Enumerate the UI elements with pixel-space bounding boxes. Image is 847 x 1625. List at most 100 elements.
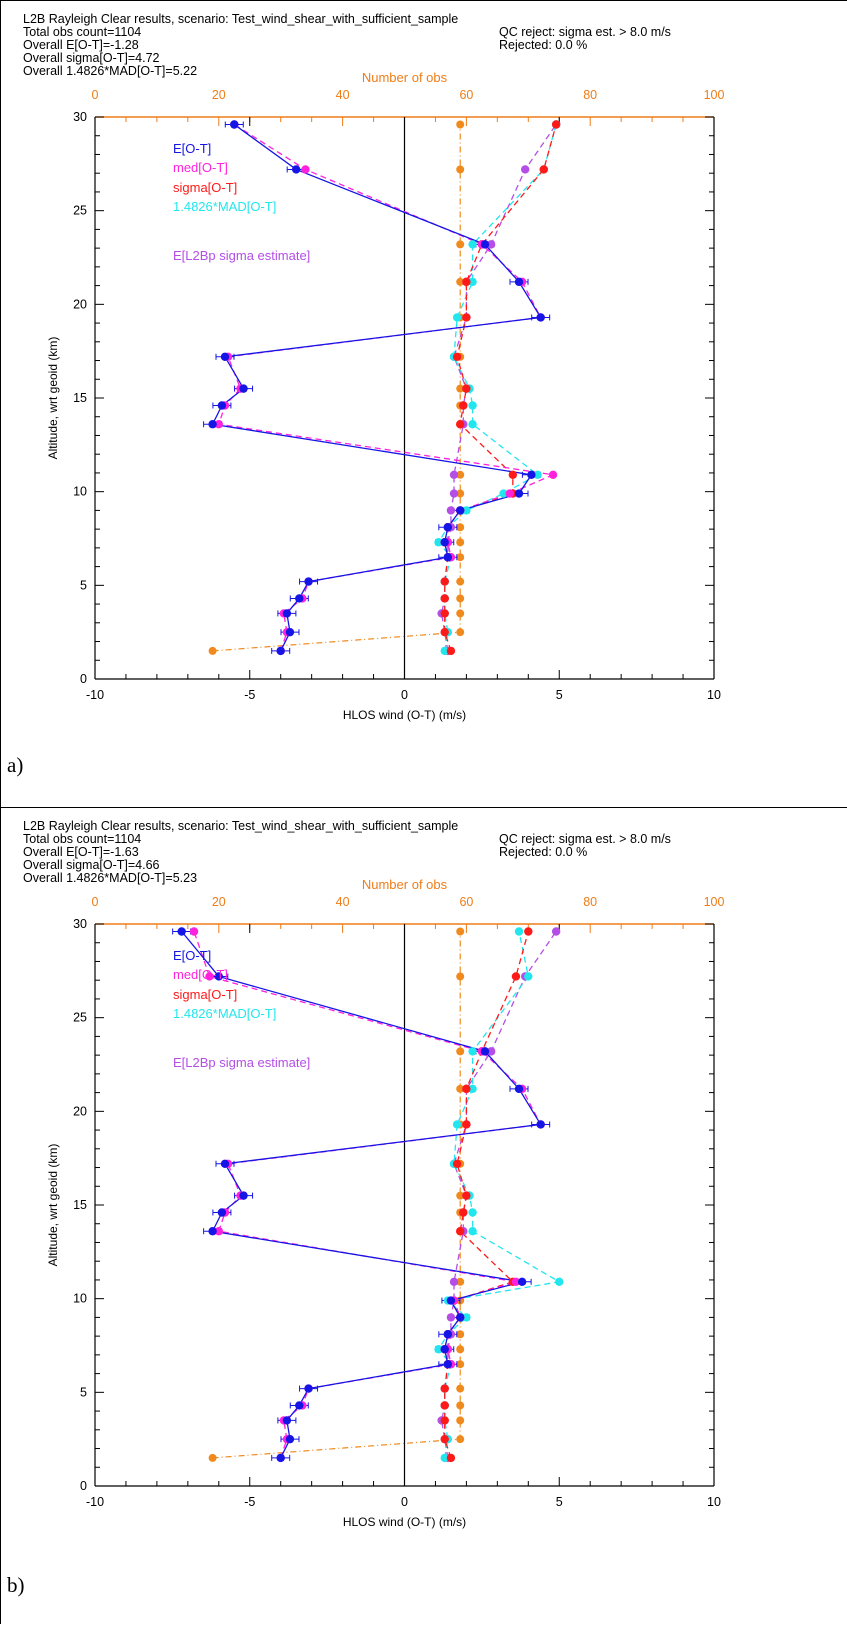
series-point (214, 972, 223, 981)
header-qc-reject: QC reject: sigma est. > 8.0 m/s (499, 25, 671, 39)
y-tick-label: 25 (73, 204, 87, 218)
panel-label: a) (7, 753, 24, 777)
series-point (220, 1159, 230, 1168)
x-tick-label: 10 (707, 688, 721, 702)
number-of-obs-point (456, 240, 465, 249)
series-point (285, 627, 295, 637)
series-point (551, 120, 561, 129)
series-point (443, 1360, 453, 1369)
number-of-obs-point (456, 489, 465, 498)
series-point (434, 1345, 443, 1354)
series-point (291, 165, 301, 174)
series-point (536, 313, 545, 322)
series-point (462, 1120, 471, 1129)
series-point (505, 489, 514, 498)
number-of-obs-point (456, 470, 465, 479)
series-point (456, 506, 465, 515)
series-point (304, 1384, 313, 1393)
top-tick-label: 60 (459, 895, 473, 909)
number-of-obs-point (456, 1330, 465, 1339)
number-of-obs-point (456, 1384, 465, 1393)
series-point (514, 1084, 524, 1094)
number-of-obs-point (456, 1435, 465, 1444)
series-point (468, 1227, 477, 1236)
series-point (440, 577, 449, 586)
legend-entry: med[O-T] (173, 967, 228, 982)
series-point (468, 1047, 477, 1056)
y-axis-label: Altitude, wrt geoid (km) (46, 1144, 60, 1267)
top-tick-label: 0 (92, 895, 99, 909)
series-point (514, 277, 524, 287)
number-of-obs-point (456, 120, 465, 129)
series-point (462, 506, 471, 515)
x-tick-label: -5 (244, 688, 255, 702)
series-point (514, 927, 524, 936)
top-axis-label: Number of obs (362, 70, 448, 85)
panel-b: L2B Rayleigh Clear results, scenario: Te… (0, 807, 847, 1624)
number-of-obs-point (456, 609, 465, 618)
series-point (452, 313, 462, 322)
series-point (462, 277, 471, 287)
series-point (446, 1313, 456, 1322)
header-title: L2B Rayleigh Clear results, scenario: Te… (23, 819, 458, 833)
header-rejected: Rejected: 0.0 % (499, 845, 587, 859)
series-point (440, 1434, 449, 1444)
series-point (440, 646, 449, 656)
header-overall-sigma: Overall sigma[O-T]=4.72 (23, 51, 160, 65)
series-point (462, 384, 471, 393)
series-point (468, 277, 477, 287)
series-line (437, 124, 557, 652)
series-point (189, 927, 199, 936)
number-of-obs-point (456, 1084, 465, 1093)
header-overall-mad: Overall 1.4826*MAD[O-T]=5.22 (23, 64, 197, 78)
header-overall-e: Overall E[O-T]=-1.28 (23, 38, 139, 52)
series-point (440, 1384, 449, 1393)
series-point (551, 927, 561, 936)
series-point (434, 538, 443, 547)
series-point (276, 646, 285, 656)
y-tick-label: 15 (73, 391, 87, 405)
series-point (514, 489, 524, 498)
series-point (468, 1208, 477, 1217)
header-qc-reject: QC reject: sigma est. > 8.0 m/s (499, 832, 671, 846)
series-point (462, 1084, 471, 1094)
top-tick-label: 0 (92, 88, 99, 102)
series-point (217, 1208, 227, 1217)
number-of-obs-point (456, 1191, 465, 1200)
y-tick-label: 25 (73, 1011, 87, 1025)
x-axis-label: HLOS wind (O-T) (m/s) (343, 708, 466, 722)
panel-label: b) (7, 1573, 25, 1597)
legend-entry: 1.4826*MAD[O-T] (173, 199, 276, 214)
number-of-obs-point (456, 594, 465, 603)
series-point (533, 470, 542, 480)
series-point (462, 1313, 471, 1322)
series-point (276, 1453, 285, 1463)
series-point (440, 609, 449, 618)
number-of-obs-point (456, 1277, 465, 1286)
number-of-obs-point (456, 384, 465, 393)
series-point (239, 384, 248, 393)
series-point (456, 1313, 465, 1322)
number-of-obs-point (208, 646, 217, 655)
y-tick-label: 0 (80, 672, 87, 686)
top-tick-label: 100 (704, 88, 725, 102)
series-point (468, 401, 477, 410)
number-of-obs-point (456, 1345, 465, 1354)
legend-entry: E[L2Bp sigma estimate] (173, 1055, 310, 1070)
header-total-obs: Total obs count=1104 (23, 832, 141, 846)
chart-a: L2B Rayleigh Clear results, scenario: Te… (23, 12, 725, 722)
series-point (239, 1191, 248, 1200)
x-axis-label: HLOS wind (O-T) (m/s) (343, 1515, 466, 1529)
series-point (443, 523, 453, 532)
number-of-obs-point (456, 1360, 465, 1369)
series-point (282, 1416, 292, 1425)
top-tick-label: 80 (583, 895, 597, 909)
series-point (446, 1296, 456, 1305)
number-of-obs-point (456, 972, 465, 981)
series-point (462, 1191, 471, 1200)
series-point (459, 1208, 468, 1217)
series-point (508, 470, 518, 480)
series-point (517, 1277, 527, 1287)
series-point (452, 1120, 462, 1129)
header-total-obs: Total obs count=1104 (23, 25, 141, 39)
